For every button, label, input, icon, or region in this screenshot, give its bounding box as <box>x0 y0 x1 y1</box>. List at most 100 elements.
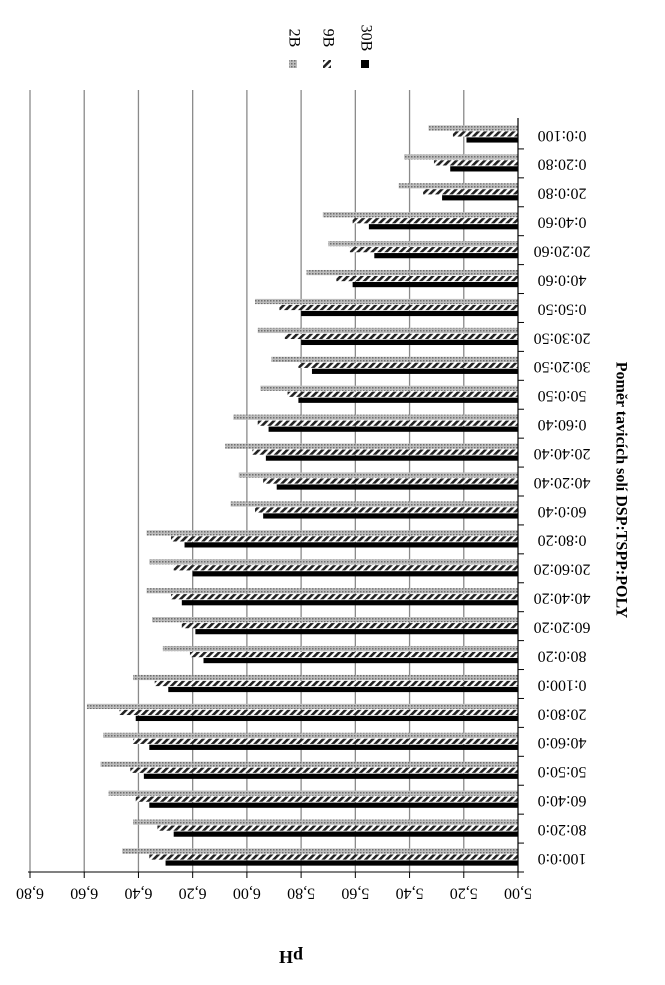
bar-30b-20-60-20 <box>192 571 518 577</box>
category-label: 20:30:50 <box>534 329 591 346</box>
bar-9b-50-0-50 <box>287 391 518 397</box>
category-label: 40:60:0 <box>538 734 587 751</box>
legend-label-30b: 30B <box>357 25 374 52</box>
y-tick-label: 5,00 <box>504 884 532 901</box>
bar-9b-20-20-60 <box>349 247 518 253</box>
bar-2b-20-40-40 <box>225 443 518 449</box>
bar-2b-40-60-0 <box>103 732 518 738</box>
bar-2b-20-20-60 <box>328 241 518 247</box>
bar-30b-40-0-60 <box>352 281 518 288</box>
bar-9b-30-20-50 <box>298 362 518 368</box>
bar-30b-20-20-60 <box>374 253 518 259</box>
bar-30b-60-40-0 <box>149 802 519 808</box>
bar-9b-100-0-0 <box>149 854 519 860</box>
bar-2b-20-0-80 <box>398 183 518 189</box>
bar-9b-0-50-50 <box>279 304 518 311</box>
bar-9b-80-20-0 <box>157 825 518 831</box>
legend-swatch-9b <box>323 60 331 68</box>
bar-9b-0-60-40 <box>257 420 518 426</box>
bar-2b-80-20-0 <box>133 819 518 825</box>
y-tick-label: 5,80 <box>287 884 315 901</box>
bar-2b-50-0-50 <box>260 385 518 391</box>
y-tick-label: 6,60 <box>70 884 98 901</box>
category-label: 80:20:0 <box>538 821 587 838</box>
bar-9b-0-80-20 <box>170 536 518 542</box>
legend-label-9b: 9B <box>319 29 336 48</box>
bar-9b-0-20-80 <box>433 160 518 166</box>
bar-30b-20-30-50 <box>301 339 518 346</box>
category-label: 80:0:20 <box>538 647 587 664</box>
bar-2b-40-40-20 <box>146 588 519 594</box>
bar-2b-100-0-0 <box>122 848 518 854</box>
bar-30b-0-20-80 <box>450 166 518 172</box>
bar-9b-20-40-40 <box>252 449 519 455</box>
bar-2b-20-60-20 <box>149 559 519 565</box>
y-tick-label: 6,80 <box>16 884 44 901</box>
bar-30b-60-0-40 <box>263 513 518 519</box>
bar-2b-50-50-0 <box>100 761 518 767</box>
category-label: 20:80:0 <box>538 705 587 722</box>
bar-9b-80-0-20 <box>189 651 518 658</box>
category-label: 20:20:60 <box>534 242 591 259</box>
bar-2b-0-100-0 <box>133 674 518 681</box>
x-axis-title: Poměr tavicích solí DSP:TSPP:POLY <box>612 362 629 619</box>
y-tick-label: 6,00 <box>233 884 261 901</box>
axes: 5,00 5,20 5,40 5,60 5,80 6,00 6,20 6,40 6,60 6,80… <box>16 118 629 967</box>
category-label: 0:100:0 <box>538 676 587 693</box>
bar-30b-0-60-40 <box>268 426 518 432</box>
legend-swatch-2b <box>289 60 297 68</box>
bar-30b-80-20-0 <box>173 831 518 837</box>
bar-9b-40-60-0 <box>133 738 518 744</box>
category-label: 40:40:20 <box>534 590 591 607</box>
bar-30b-80-0-20 <box>203 657 518 664</box>
bar-9b-0-100-0 <box>154 680 518 687</box>
category-label: 0:80:20 <box>538 532 587 549</box>
bar-2b-20-30-50 <box>257 327 518 334</box>
bar-30b-0-50-50 <box>301 310 518 317</box>
bar-30b-20-80-0 <box>135 715 518 722</box>
bar-2b-0-80-20 <box>146 530 519 536</box>
category-label: 40:20:40 <box>534 474 591 491</box>
category-label: 40:0:60 <box>538 271 587 288</box>
category-label: 60:20:20 <box>534 618 591 635</box>
y-tick-label: 6,40 <box>124 884 152 901</box>
category-label: 20:60:20 <box>534 561 591 578</box>
category-label: 50:50:0 <box>538 763 587 780</box>
bar-2b-80-0-20 <box>162 645 518 652</box>
bar-2b-40-0-60 <box>306 269 518 276</box>
bar-2b-0-40-60 <box>322 212 518 218</box>
y-tick-label: 5,20 <box>450 884 478 901</box>
y-tick-label: 6,20 <box>179 884 207 901</box>
bar-9b-20-60-20 <box>173 565 518 571</box>
bar-2b-30-20-50 <box>271 356 518 362</box>
bar-9b-0-0-100 <box>452 131 518 137</box>
legend-label-2b: 2B <box>285 29 302 48</box>
bar-30b-0-100-0 <box>168 686 518 693</box>
bar-30b-20-40-40 <box>265 455 518 461</box>
category-label: 100:0:0 <box>538 850 587 867</box>
bar-9b-60-40-0 <box>135 796 518 802</box>
bar-2b-0-50-50 <box>255 298 518 305</box>
bar-9b-40-0-60 <box>336 275 518 282</box>
category-label: 60:40:0 <box>538 792 587 809</box>
bar-30b-40-40-20 <box>181 600 519 606</box>
y-tick-label: 5,40 <box>396 884 424 901</box>
bars <box>86 125 519 866</box>
category-label: 0:40:60 <box>538 214 587 231</box>
bar-2b-60-0-40 <box>230 501 518 507</box>
bar-30b-50-50-0 <box>143 773 518 779</box>
category-label: 60:0:40 <box>538 503 587 520</box>
bar-30b-20-0-80 <box>442 195 518 201</box>
bar-9b-20-30-50 <box>284 333 518 340</box>
legend-swatch-30b <box>361 60 369 68</box>
y-axis-title: pH <box>279 947 303 967</box>
bar-2b-0-0-100 <box>428 125 518 131</box>
bar-9b-60-20-20 <box>181 623 519 629</box>
category-label: 0:0:100 <box>538 127 587 144</box>
bar-30b-40-60-0 <box>149 744 519 750</box>
legend: 2B 9B 30B <box>285 25 374 68</box>
bar-9b-40-40-20 <box>170 594 518 600</box>
bar-2b-0-60-40 <box>233 414 519 420</box>
